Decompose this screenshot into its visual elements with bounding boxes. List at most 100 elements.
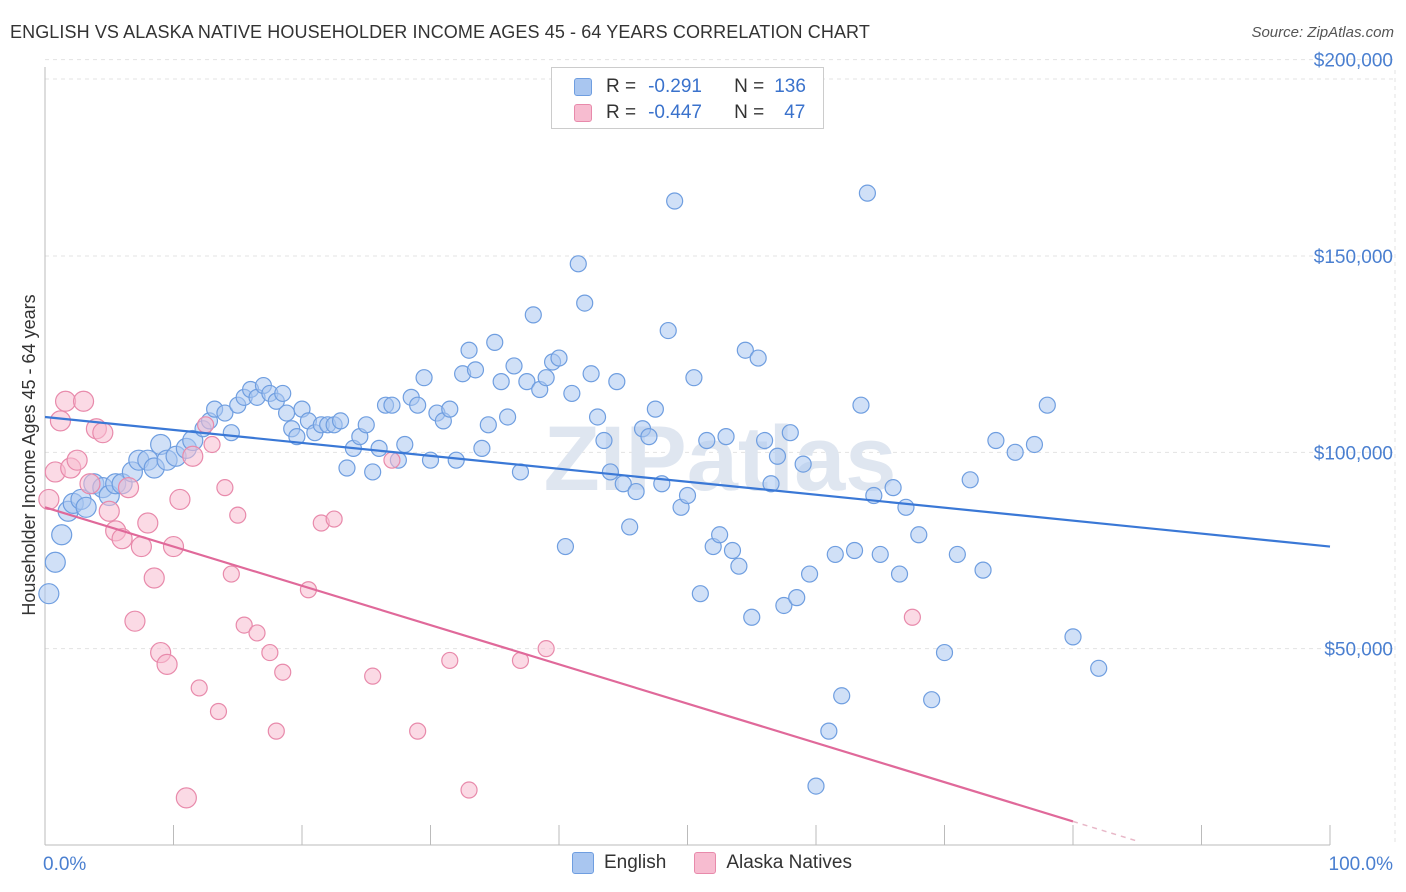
alaska-native-point bbox=[182, 445, 204, 467]
english-point bbox=[396, 435, 414, 454]
chart-source: Source: ZipAtlas.com bbox=[1251, 24, 1394, 41]
english-point bbox=[691, 585, 709, 603]
alaska-native-point bbox=[248, 624, 266, 642]
english-point bbox=[331, 412, 350, 430]
english-point bbox=[711, 526, 729, 544]
correlation-legend: R = -0.291 N = 136 R = -0.447 N = 47 bbox=[551, 67, 824, 129]
english-point bbox=[338, 459, 356, 477]
english-point bbox=[1006, 443, 1024, 461]
alaska-native-point bbox=[111, 528, 133, 550]
english-point bbox=[1090, 659, 1108, 677]
y-axis-label: Householder Income Ages 45 - 64 years bbox=[19, 294, 39, 615]
english-point bbox=[582, 365, 600, 383]
alaska-native-point bbox=[235, 616, 253, 634]
legend-item-alaska-natives[interactable]: Alaska Natives bbox=[694, 852, 852, 874]
english-point bbox=[890, 565, 909, 583]
english-point bbox=[499, 408, 517, 426]
english-points bbox=[38, 184, 1108, 795]
english-point bbox=[698, 431, 716, 450]
alaska-native-point bbox=[92, 422, 114, 444]
n-label: N = bbox=[734, 102, 765, 123]
x-tick-label: 0.0% bbox=[43, 854, 86, 875]
english-point bbox=[216, 404, 234, 422]
english-point bbox=[486, 333, 504, 351]
alaska-native-point bbox=[156, 653, 178, 675]
english-point bbox=[1025, 435, 1044, 454]
alaska-native-point bbox=[409, 722, 427, 740]
trend-lines bbox=[44, 415, 1331, 842]
english-point bbox=[768, 447, 787, 465]
alaska-native-point bbox=[216, 479, 234, 497]
english-point bbox=[44, 551, 66, 573]
x-tick-labels: 0.0% 100.0% bbox=[43, 854, 1393, 875]
n-value: 47 bbox=[784, 102, 806, 123]
legend-swatch-english bbox=[574, 78, 592, 96]
english-point bbox=[415, 369, 433, 387]
english-point bbox=[678, 486, 697, 505]
english-point bbox=[505, 357, 523, 375]
english-point bbox=[288, 428, 306, 446]
y-tick-label: $200,000 bbox=[1314, 51, 1393, 72]
y-tick-label: $100,000 bbox=[1314, 443, 1393, 464]
x-tick-label: 100.0% bbox=[1329, 854, 1394, 875]
english-point bbox=[884, 479, 902, 497]
alaska-native-trend-extension bbox=[1072, 820, 1138, 842]
alaska-native-point bbox=[98, 500, 120, 522]
alaska-native-point bbox=[72, 390, 95, 412]
english-point bbox=[563, 384, 581, 403]
alaska-native-point bbox=[537, 640, 555, 658]
english-point bbox=[666, 192, 684, 210]
legend-row-english: R = -0.291 N = 136 bbox=[574, 74, 806, 100]
legend-item-english[interactable]: English bbox=[572, 852, 666, 874]
alaska-native-point bbox=[169, 488, 191, 511]
series-legend: English Alaska Natives bbox=[572, 852, 880, 874]
alaska-native-point bbox=[229, 506, 247, 524]
alaska-native-point bbox=[903, 608, 921, 626]
english-point bbox=[1038, 396, 1056, 414]
english-point bbox=[524, 306, 542, 324]
english-point bbox=[537, 369, 555, 387]
alaska-native-point bbox=[79, 473, 101, 495]
english-point bbox=[755, 431, 774, 450]
english-point bbox=[845, 541, 864, 560]
english-point bbox=[608, 373, 626, 391]
y-tick-label: $150,000 bbox=[1314, 247, 1393, 268]
alaska-native-point bbox=[261, 643, 279, 662]
r-label: R = bbox=[606, 76, 637, 97]
english-point bbox=[826, 545, 844, 564]
english-point bbox=[788, 589, 806, 607]
english-point bbox=[987, 431, 1005, 450]
english-point bbox=[383, 396, 401, 414]
english-point bbox=[640, 428, 658, 446]
alaska-native-point bbox=[274, 663, 292, 681]
alaska-native-point bbox=[38, 488, 60, 511]
english-point bbox=[588, 408, 607, 426]
english-point bbox=[749, 349, 767, 367]
english-point bbox=[447, 451, 465, 469]
english-point bbox=[820, 722, 838, 740]
english-point bbox=[974, 561, 992, 579]
english-point bbox=[858, 184, 877, 202]
alaska-native-point bbox=[209, 702, 228, 721]
alaska-native-point bbox=[364, 667, 382, 685]
alaska-native-point bbox=[441, 651, 459, 670]
english-point bbox=[550, 349, 568, 367]
alaska-native-point bbox=[49, 410, 72, 432]
english-point bbox=[723, 541, 742, 560]
english-point bbox=[948, 545, 966, 564]
english-point bbox=[730, 557, 748, 575]
legend-label-alaska-natives: Alaska Natives bbox=[726, 852, 852, 873]
english-point bbox=[75, 496, 97, 518]
y-tick-label: $50,000 bbox=[1324, 640, 1393, 661]
english-point bbox=[601, 463, 620, 481]
r-value: -0.447 bbox=[648, 102, 702, 123]
english-point bbox=[595, 431, 613, 450]
english-point bbox=[910, 526, 928, 544]
alaska-native-point bbox=[66, 449, 88, 471]
english-point bbox=[277, 404, 296, 422]
alaska-native-point bbox=[124, 610, 146, 632]
english-point bbox=[576, 294, 594, 312]
english-point bbox=[357, 416, 375, 434]
alaska-native-point bbox=[190, 679, 208, 697]
